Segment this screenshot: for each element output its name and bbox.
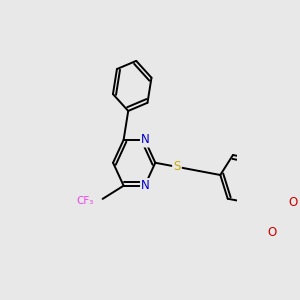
Text: CF₃: CF₃: [76, 196, 93, 206]
Text: S: S: [173, 160, 181, 173]
Text: O: O: [267, 226, 276, 239]
Text: N: N: [141, 179, 150, 192]
Text: N: N: [141, 133, 150, 146]
Text: O: O: [289, 196, 298, 209]
